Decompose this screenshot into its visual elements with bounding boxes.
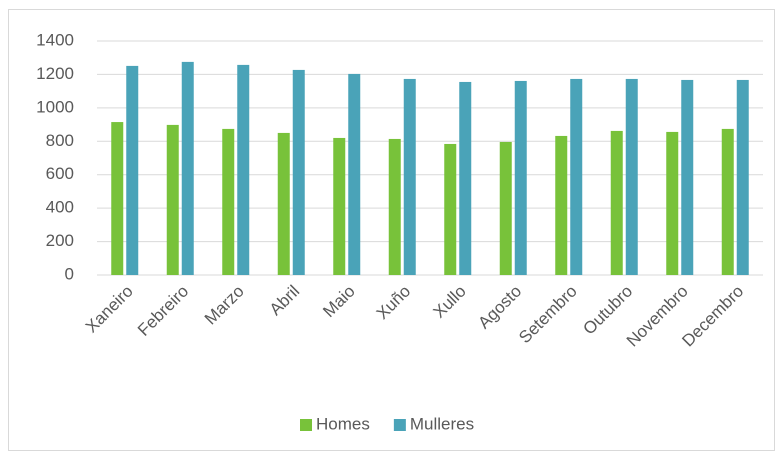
bar (625, 78, 638, 275)
y-tick-label: 200 (46, 231, 74, 250)
bar (181, 61, 194, 276)
bar (388, 138, 401, 275)
bar (292, 69, 305, 275)
bar (459, 81, 472, 275)
bar (555, 135, 568, 275)
bar (736, 79, 749, 276)
bar (166, 124, 179, 275)
bar (570, 78, 583, 275)
y-tick-label: 1400 (36, 30, 74, 49)
bar (681, 79, 694, 276)
bar (721, 128, 734, 275)
legend-swatch (300, 419, 312, 431)
y-tick-label: 1200 (36, 64, 74, 83)
bar (277, 132, 290, 275)
y-tick-label: 400 (46, 198, 74, 217)
y-tick-label: 1000 (36, 97, 74, 116)
legend-swatch (393, 419, 406, 431)
legend-label: Mulleres (410, 414, 474, 433)
bar (444, 143, 457, 275)
bar (111, 122, 124, 275)
legend-label: Homes (316, 414, 370, 433)
y-tick-label: 800 (46, 131, 74, 150)
y-tick-label: 600 (46, 164, 74, 183)
bar (333, 137, 346, 275)
bar (348, 73, 361, 275)
bar (126, 65, 139, 275)
bar (514, 80, 527, 275)
bar (222, 128, 235, 275)
bar (499, 141, 512, 275)
bar (666, 131, 679, 275)
bar (403, 78, 416, 275)
bar (610, 130, 623, 275)
y-tick-label: 0 (65, 264, 74, 283)
bar (237, 64, 250, 275)
